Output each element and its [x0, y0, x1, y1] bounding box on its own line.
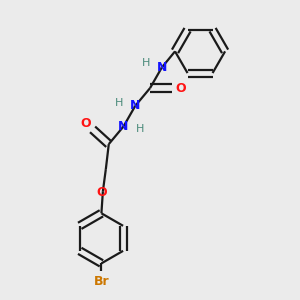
Text: O: O	[175, 82, 186, 95]
Text: O: O	[80, 117, 91, 130]
Text: H: H	[115, 98, 123, 108]
Text: N: N	[130, 99, 140, 112]
Text: Br: Br	[94, 275, 109, 288]
Text: N: N	[157, 61, 167, 74]
Text: H: H	[136, 124, 144, 134]
Text: H: H	[141, 58, 150, 68]
Text: N: N	[118, 120, 129, 133]
Text: O: O	[96, 186, 107, 199]
